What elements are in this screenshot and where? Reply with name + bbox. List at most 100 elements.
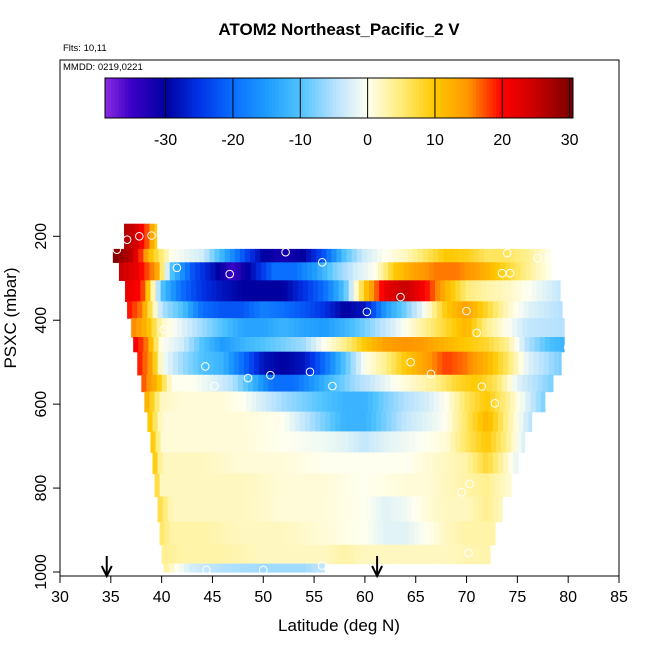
heatmap-cell [231, 431, 238, 454]
heatmap-cell [421, 496, 428, 523]
heatmap-cell [376, 452, 382, 474]
arrow-head [100, 565, 113, 579]
heatmap-cell [474, 262, 481, 281]
heatmap-cell [314, 544, 320, 565]
heatmap-cell [188, 351, 194, 376]
heatmap-cell [325, 301, 331, 319]
heatmap-cell [451, 374, 457, 393]
heatmap-cell [162, 411, 169, 433]
heatmap-cell [361, 248, 368, 263]
heatmap-cell [259, 301, 265, 319]
heatmap-cell [476, 318, 483, 338]
heatmap-cell [425, 374, 432, 393]
flight-marker [317, 258, 327, 267]
heatmap-cell [157, 411, 164, 433]
heatmap-cell [400, 544, 407, 565]
heatmap-cell [259, 411, 265, 433]
heatmap-cell [408, 391, 415, 413]
heatmap-cell [412, 248, 419, 263]
heatmap-cell [374, 431, 380, 454]
heatmap-cell [283, 374, 290, 393]
colorbar-cell [502, 78, 507, 118]
heatmap-cell [214, 563, 221, 573]
heatmap-cell [216, 431, 223, 454]
heatmap-cell [277, 280, 284, 302]
heatmap-cell [479, 391, 486, 413]
heatmap-cell [441, 544, 447, 565]
heatmap-cell [462, 411, 469, 433]
heatmap-cell [449, 262, 455, 281]
heatmap-cell [405, 544, 412, 565]
heatmap-cell [219, 337, 226, 353]
heatmap-cell [485, 280, 492, 302]
heatmap-cell [415, 374, 422, 393]
heatmap-cell [396, 411, 403, 433]
heatmap-cell [155, 280, 162, 302]
colorbar-cell [108, 78, 113, 118]
heatmap-cell [304, 351, 311, 376]
heatmap-cell [383, 473, 389, 498]
heatmap-cell [233, 411, 240, 433]
colorbar-cell [349, 78, 353, 118]
heatmap-cell [210, 521, 217, 546]
heatmap-cell [177, 496, 184, 523]
heatmap-cell [339, 544, 346, 565]
heatmap-cell [237, 374, 244, 393]
heatmap-cell [345, 411, 352, 433]
heatmap-cell [418, 262, 425, 281]
heatmap-cell [445, 280, 451, 302]
heatmap-cell [429, 280, 436, 302]
heatmap-cell [253, 318, 259, 338]
heatmap-cell [419, 280, 426, 302]
heatmap-cell [124, 262, 130, 281]
colorbar-cell [305, 78, 310, 118]
heatmap-cell [234, 563, 241, 573]
heatmap-cell [163, 563, 170, 573]
heatmap-cell [302, 280, 309, 302]
heatmap-cell [132, 301, 138, 319]
heatmap-cell [170, 280, 177, 302]
heatmap-cell [449, 473, 455, 498]
colorbar-tick-label: 20 [493, 132, 511, 149]
heatmap-cell [504, 248, 510, 263]
heatmap-cell [453, 248, 460, 263]
flight-marker [225, 269, 234, 279]
heatmap-cell [405, 374, 412, 393]
heatmap-cell [251, 262, 257, 281]
heatmap-cell [426, 301, 433, 319]
heatmap-cell [252, 431, 258, 454]
heatmap-cell [332, 262, 339, 281]
heatmap-cell [514, 337, 520, 353]
heatmap-cell [200, 391, 206, 413]
heatmap-cell [179, 473, 186, 498]
heatmap-cell [169, 521, 176, 546]
heatmap-cell [437, 351, 443, 376]
heatmap-cell [169, 262, 176, 281]
heatmap-cell [516, 431, 523, 454]
heatmap-cell [192, 318, 198, 338]
heatmap-cell [265, 248, 271, 263]
heatmap-cell [414, 431, 421, 454]
heatmap-cell [199, 563, 205, 573]
heatmap-cell [401, 411, 408, 433]
heatmap-cell [272, 280, 279, 302]
colorbar-cell [476, 78, 480, 118]
heatmap-cell [524, 248, 531, 263]
heatmap-cell [518, 351, 525, 376]
heatmap-cell [342, 391, 349, 413]
heatmap-cell [299, 411, 306, 433]
heatmap-cell [382, 248, 388, 263]
heatmap-cell [152, 452, 159, 474]
heatmap-cell [557, 280, 561, 302]
colorbar-cell [519, 78, 524, 118]
heatmap-cell [240, 473, 247, 498]
heatmap-cell [161, 318, 168, 338]
heatmap-cell [249, 496, 255, 523]
heatmap-cell [258, 374, 264, 393]
heatmap-cell [385, 318, 391, 338]
heatmap-cell [469, 391, 476, 413]
heatmap-cell [429, 431, 436, 454]
heatmap-cell [461, 544, 468, 565]
heatmap-cell [436, 544, 442, 565]
heatmap-cell [149, 262, 156, 281]
